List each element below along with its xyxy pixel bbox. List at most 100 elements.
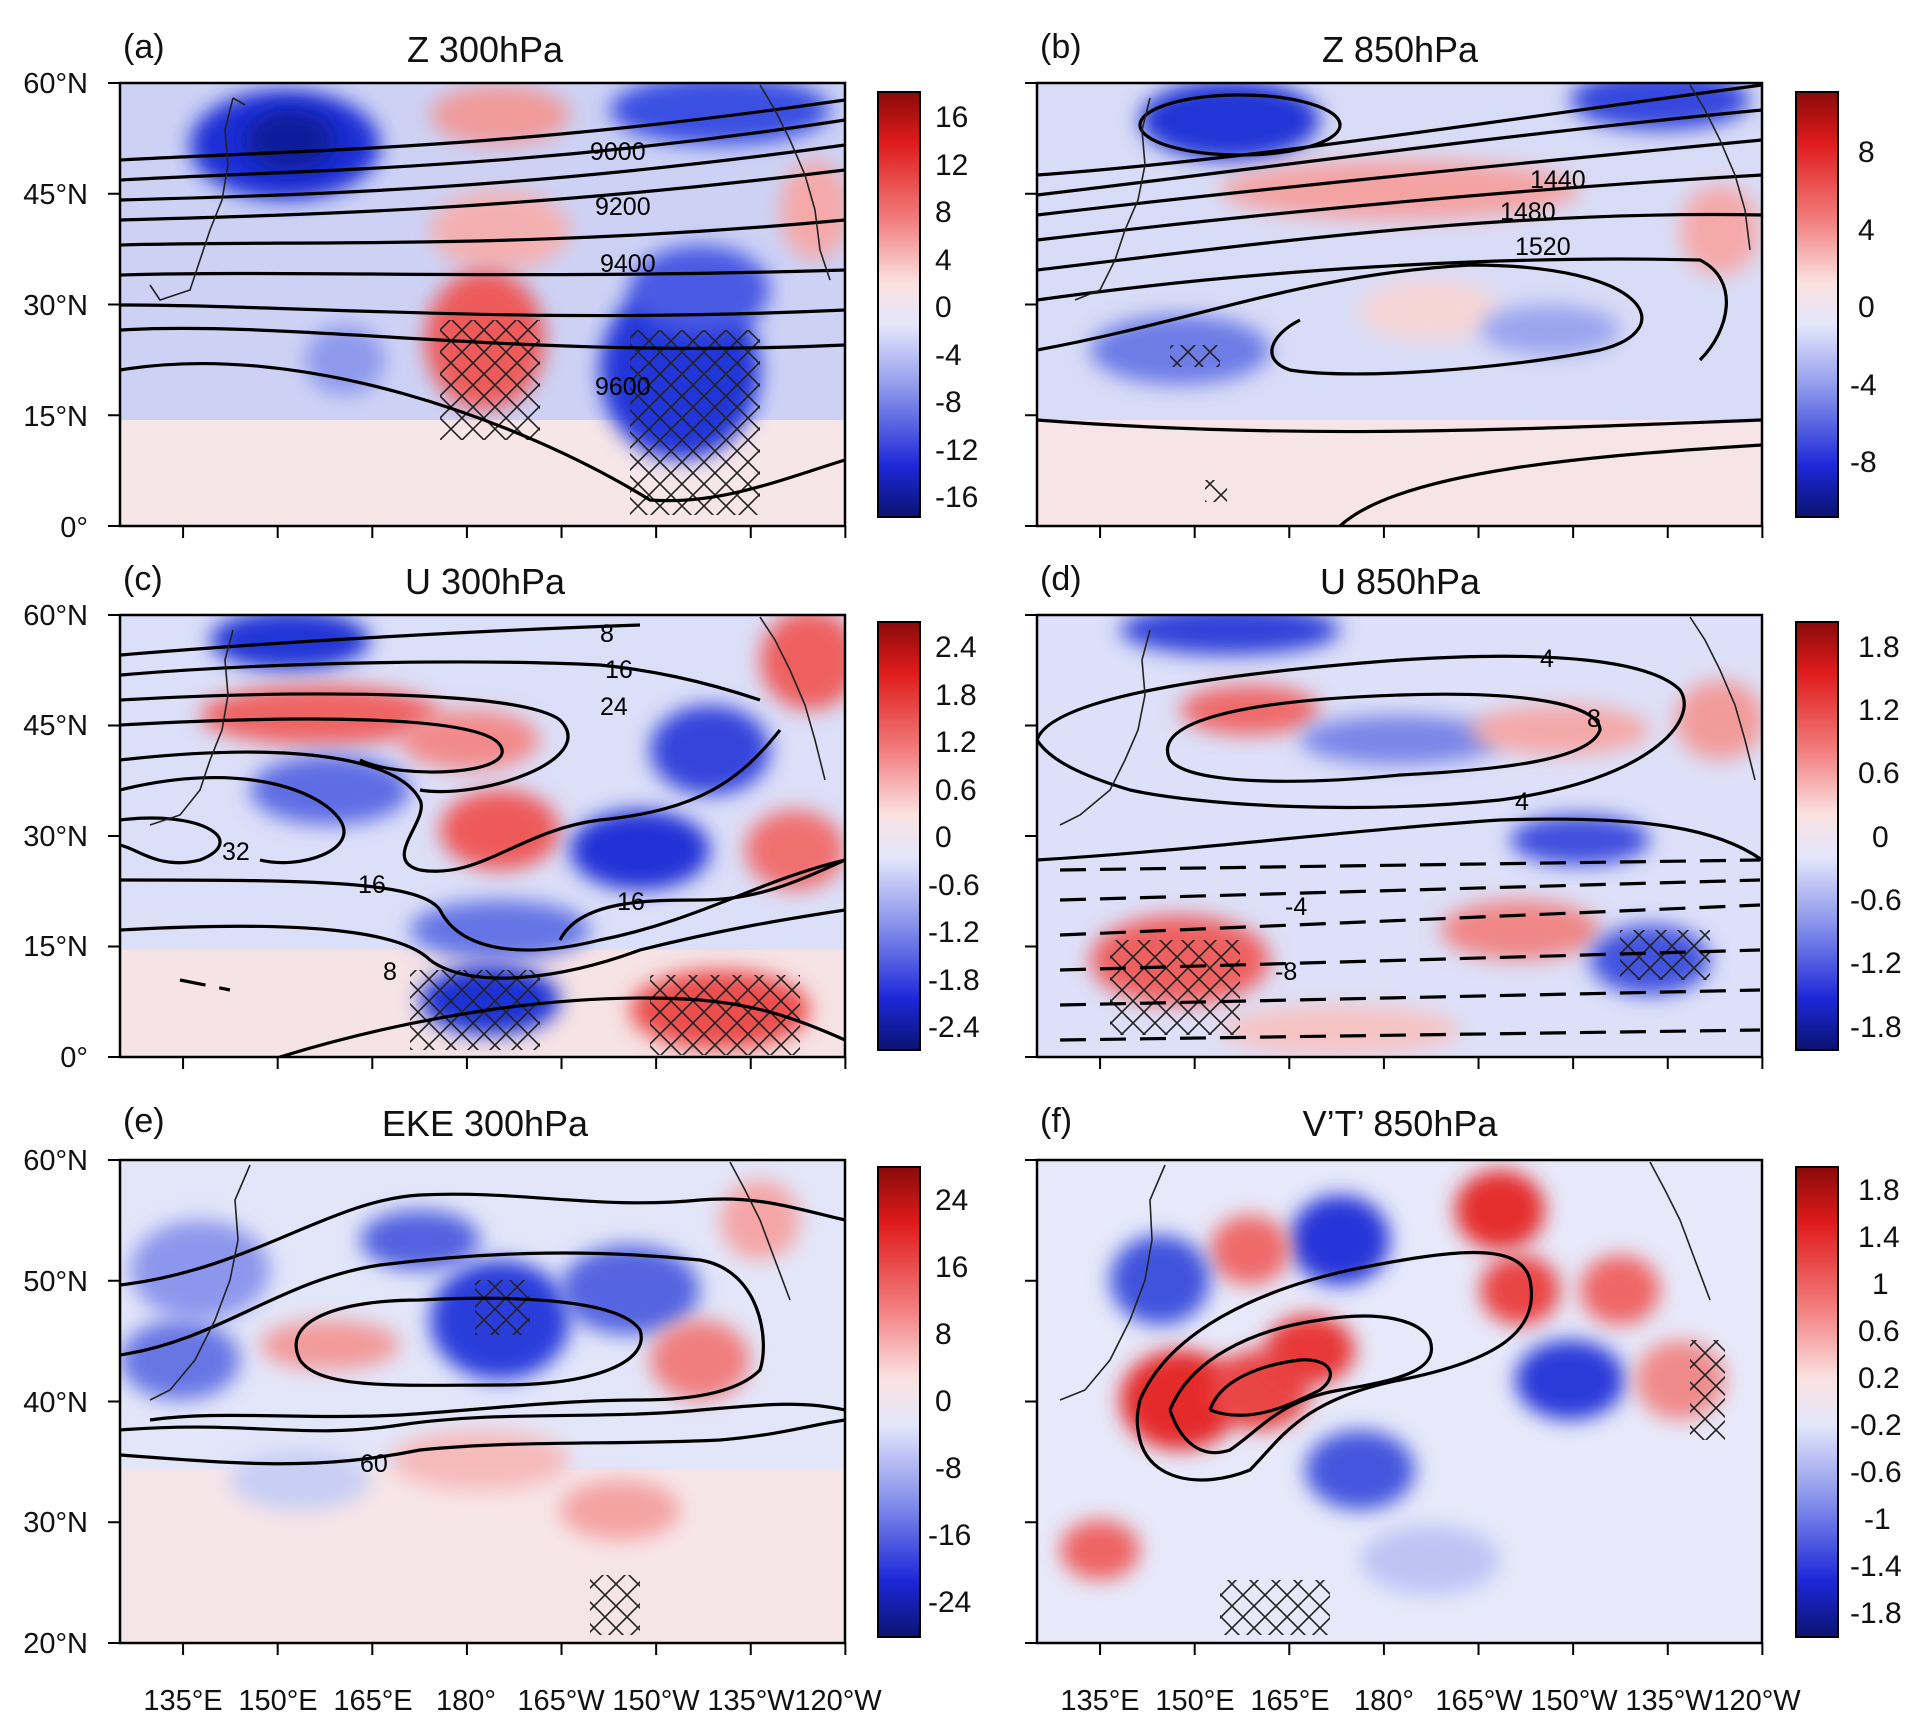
panel-d-label: (d) xyxy=(1040,560,1082,598)
panel-e-colorbar: 24 16 8 0 -8 -16 -24 xyxy=(877,1166,971,1638)
anomaly-blob xyxy=(1120,1350,1240,1450)
anomaly-blob xyxy=(1455,1170,1545,1250)
panel-e-coastline xyxy=(729,1161,791,1301)
anomaly-blob xyxy=(1180,685,1320,735)
anomaly-blob xyxy=(400,710,540,770)
lat-label: 0° xyxy=(60,512,88,544)
colorbar-tick: 0 xyxy=(935,1385,952,1418)
anomaly-blob xyxy=(1580,1255,1660,1325)
colorbar-tick: 12 xyxy=(935,149,968,182)
panel-d-coastline xyxy=(1689,616,1756,781)
panel-c-contour-label: 8 xyxy=(600,620,614,648)
panel-c-contour-label: 32 xyxy=(222,838,250,866)
panel-d-contour-label: 8 xyxy=(1587,705,1601,733)
colorbar-tick: -2.4 xyxy=(928,1011,980,1044)
panel-c-contours xyxy=(120,623,845,1057)
panel-d-contour-label: -8 xyxy=(1275,958,1297,986)
anomaly-blob xyxy=(1210,1215,1290,1285)
panel-d-title: U 850hPa xyxy=(1320,561,1481,602)
colorbar-tick: -16 xyxy=(928,1519,971,1552)
anomaly-blob xyxy=(560,1245,700,1335)
panel-a-contour-label: 9400 xyxy=(600,250,656,278)
colorbar-tick: 2.4 xyxy=(935,631,977,664)
anomaly-blob xyxy=(1360,1525,1500,1595)
axis-ticks xyxy=(108,82,1764,1655)
panel-a: (a) Z 300hPa xyxy=(23,28,978,544)
panel-a-lat-axis: 60°N 45°N 30°N 15°N 0° xyxy=(23,68,88,544)
colorbar-tick: -1 xyxy=(1864,1503,1891,1536)
colorbar-tick: 1.8 xyxy=(935,679,977,712)
panel-b-coastline xyxy=(1689,84,1751,251)
panel-b-hatch xyxy=(1205,480,1227,502)
panel-a-colorbar-bar xyxy=(877,91,921,518)
lat-label: 15°N xyxy=(23,401,88,433)
lon-label: 120°W xyxy=(794,1685,882,1717)
lon-label: 150°E xyxy=(238,1685,317,1717)
panel-c-coastline xyxy=(759,616,826,781)
panel-e-lat-axis: 60°N 50°N 40°N 30°N 20°N xyxy=(23,1145,88,1660)
panel-d-coastline xyxy=(1059,629,1151,826)
colorbar-tick: -1.8 xyxy=(1850,1011,1902,1044)
panel-f-hatch xyxy=(1220,1580,1330,1635)
panel-d-contour-label: 4 xyxy=(1515,788,1529,816)
panel-a-coastline xyxy=(759,84,831,281)
anomaly-blob xyxy=(120,1320,240,1400)
colorbar-tick: -4 xyxy=(935,339,962,372)
lat-label: 0° xyxy=(60,1042,88,1074)
anomaly-blob xyxy=(410,900,590,960)
colorbar-tick: 24 xyxy=(935,1184,968,1217)
colorbar-tick: -12 xyxy=(935,434,978,467)
colorbar-tick: 4 xyxy=(1858,214,1875,247)
panel-e-contours xyxy=(120,1192,845,1466)
colorbar-tick: 1.2 xyxy=(935,726,977,759)
colorbar-tick: 0.6 xyxy=(1858,1315,1900,1348)
anomaly-blob xyxy=(260,1320,400,1370)
panel-b-colorbar: 8 4 0 -4 -8 xyxy=(1795,91,1877,518)
colorbar-tick: 1.2 xyxy=(1858,694,1900,727)
panel-a-coastline xyxy=(149,97,246,301)
colorbar-tick: -8 xyxy=(935,1452,962,1485)
colorbar-tick: -0.6 xyxy=(1850,1456,1902,1489)
panel-e-coastline xyxy=(149,1164,251,1401)
colorbar-tick: 0 xyxy=(1858,291,1875,324)
panel-e-hatch xyxy=(475,1280,530,1335)
colorbar-tick: 8 xyxy=(935,1318,952,1351)
lat-label: 60°N xyxy=(23,600,88,632)
panel-f-title: V’T’ 850hPa xyxy=(1303,1103,1499,1144)
panel-b-contour-label: 1440 xyxy=(1530,166,1586,194)
panel-c-label: (c) xyxy=(123,560,163,598)
anomaly-blob xyxy=(1140,83,1320,160)
panel-c-contour-label: 16 xyxy=(605,656,633,684)
lat-label: 15°N xyxy=(23,931,88,963)
anomaly-blob xyxy=(1220,1005,1460,1055)
panel-e-anomalies xyxy=(120,1180,800,1540)
panel-c-contour-label: 24 xyxy=(600,693,628,721)
lon-label: 150°W xyxy=(612,1685,700,1717)
lon-label: 180° xyxy=(436,1685,496,1717)
panel-a-contour-label: 9000 xyxy=(590,138,646,166)
colorbar-tick: -8 xyxy=(935,386,962,419)
anomaly-blob xyxy=(1440,900,1600,960)
lon-label: 135°W xyxy=(1625,1685,1713,1717)
lon-label: 135°W xyxy=(707,1685,795,1717)
panel-b: (b) Z 850hPa xyxy=(1035,28,1877,528)
panel-f-coastline xyxy=(1649,1161,1711,1301)
colorbar-tick: 0.2 xyxy=(1858,1362,1900,1395)
lat-label: 60°N xyxy=(23,1145,88,1177)
colorbar-tick: 16 xyxy=(935,1251,968,1284)
colorbar-tick: 8 xyxy=(1858,136,1875,169)
colorbar-tick: 0 xyxy=(935,291,952,324)
anomaly-blob xyxy=(305,325,385,395)
panel-c-hatch xyxy=(410,970,540,1050)
lon-label: 150°E xyxy=(1155,1685,1234,1717)
anomaly-blob xyxy=(430,190,570,270)
anomaly-blob xyxy=(1480,305,1620,355)
lon-label: 180° xyxy=(1354,1685,1414,1717)
lat-label: 30°N xyxy=(23,290,88,322)
anomaly-blob xyxy=(130,1220,270,1320)
panel-b-label: (b) xyxy=(1040,28,1082,66)
panel-f-label: (f) xyxy=(1040,1102,1072,1140)
anomaly-blob xyxy=(1680,185,1760,275)
panel-d-contour-label: -4 xyxy=(1285,893,1307,921)
